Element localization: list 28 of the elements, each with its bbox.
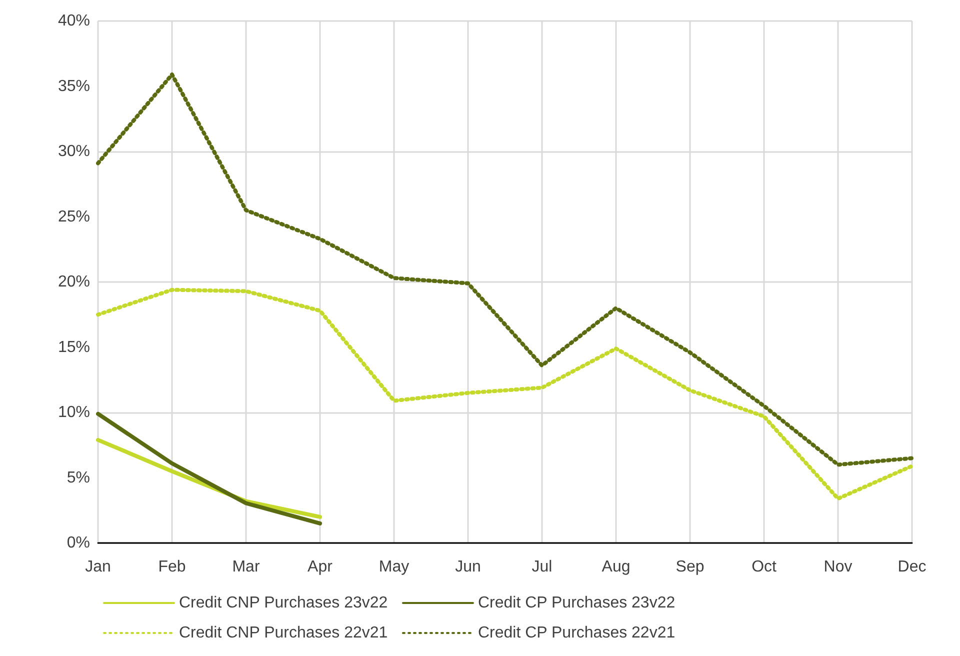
x-tick-label: Mar [232,558,260,576]
x-tick-label: Jan [85,558,111,576]
x-tick-label: Apr [308,558,334,576]
legend-label: Credit CP Purchases 22v21 [478,624,676,642]
y-tick-label: 35% [58,78,90,95]
x-tick-label: May [378,558,410,576]
y-tick-label: 25% [58,208,90,226]
y-tick-label: 5% [66,469,90,486]
line-series [96,288,914,501]
x-tick-label: Sep [676,558,704,576]
y-tick-label: 0% [66,534,90,552]
x-tick-label: Oct [752,558,777,576]
x-tick-label: Jun [455,558,481,576]
y-tick-label: 20% [58,274,90,290]
y-tick-label: 10% [58,404,90,421]
x-tick-label: Dec [898,558,926,576]
line-series [96,72,914,467]
legend-label: Credit CNP Purchases 23v22 [179,594,388,612]
x-tick-label: Aug [602,558,630,576]
line-series [96,412,322,526]
y-tick-label: 30% [58,143,90,160]
x-tick-label: Jul [532,558,552,576]
legend-label: Credit CNP Purchases 22v21 [179,624,388,642]
legend-label: Credit CP Purchases 23v22 [478,594,676,612]
y-tick-label: 40% [58,12,90,30]
y-tick-label: 15% [58,338,90,356]
x-tick-label: Feb [158,558,186,576]
x-tick-label: Nov [824,558,852,576]
